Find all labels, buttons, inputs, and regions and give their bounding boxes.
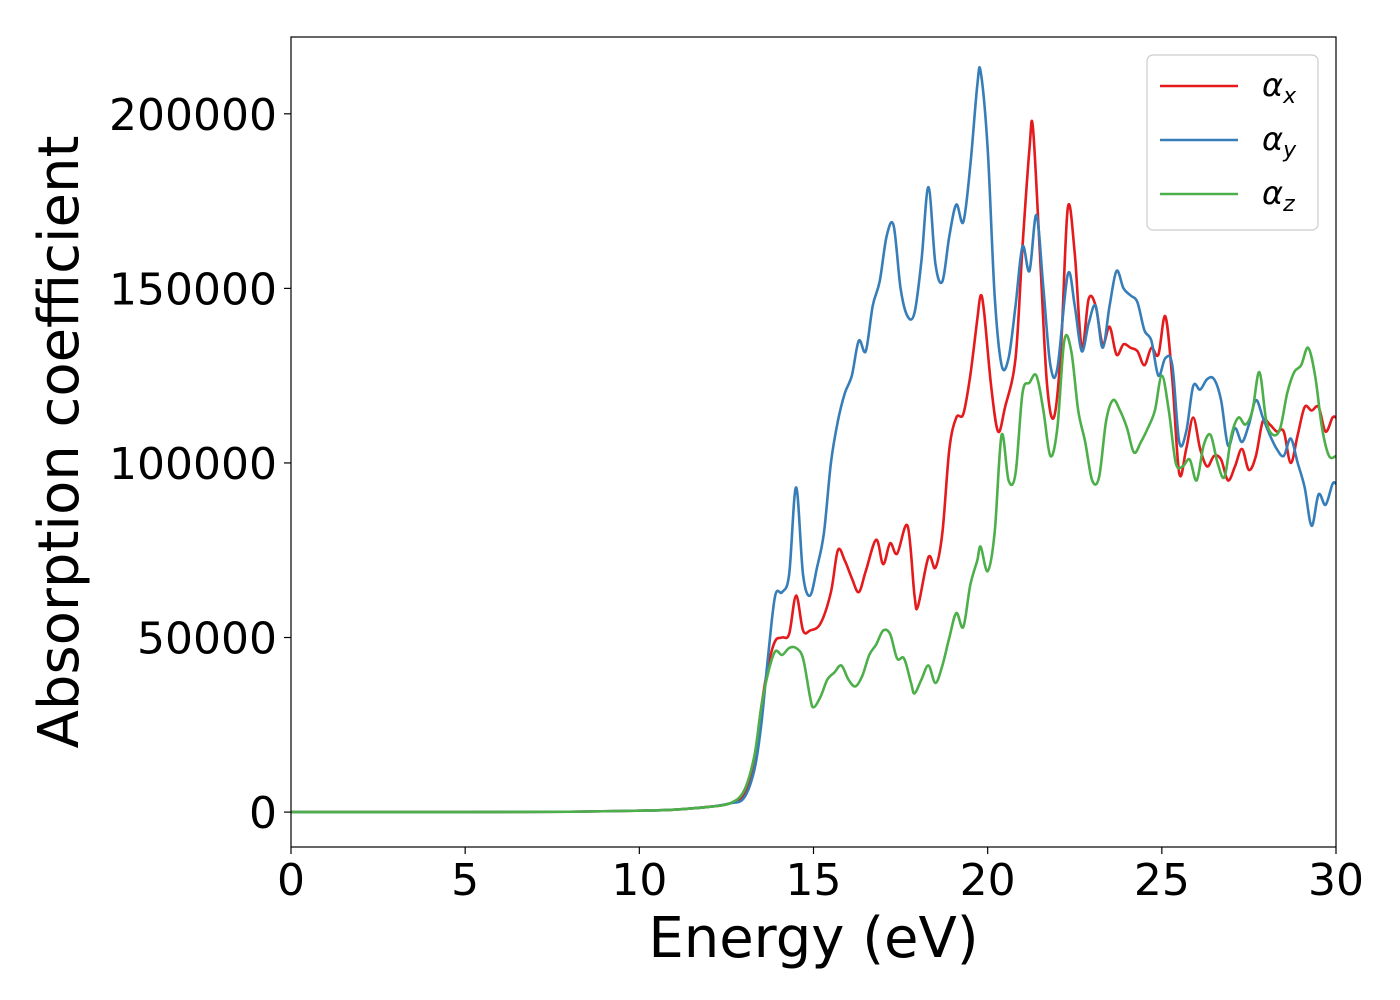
legend-label-y: αy	[1262, 120, 1297, 163]
x-tick-label: 25	[1134, 855, 1190, 906]
y-tick-label: 0	[249, 788, 277, 839]
x-tick-label: 30	[1308, 855, 1364, 906]
x-tick-label: 10	[611, 855, 667, 906]
series-layer	[291, 66, 1336, 814]
y-tick-label: 50000	[137, 614, 277, 665]
y-tick-label: 100000	[109, 439, 277, 490]
x-tick-label: 15	[786, 855, 842, 906]
legend-box	[1146, 54, 1319, 231]
y-tick-label: 200000	[109, 90, 277, 141]
series-line-x	[291, 119, 1336, 814]
legend: αx αy αz	[1146, 54, 1319, 231]
y-axis-title: Absorption coefficient	[27, 136, 92, 749]
x-axis-title: Energy (eV)	[648, 906, 978, 971]
legend-label-x: αx	[1262, 66, 1297, 109]
legend-label-z: αz	[1262, 174, 1295, 217]
x-tick-label: 5	[451, 855, 479, 906]
ticks-layer: 0 5 10 15 20 25 30 0 50000 100000 150000 200000	[109, 90, 1364, 906]
series-line-z	[291, 334, 1336, 814]
x-tick-label: 20	[960, 855, 1016, 906]
x-tick-label: 0	[277, 855, 305, 906]
y-tick-label: 150000	[109, 264, 277, 315]
